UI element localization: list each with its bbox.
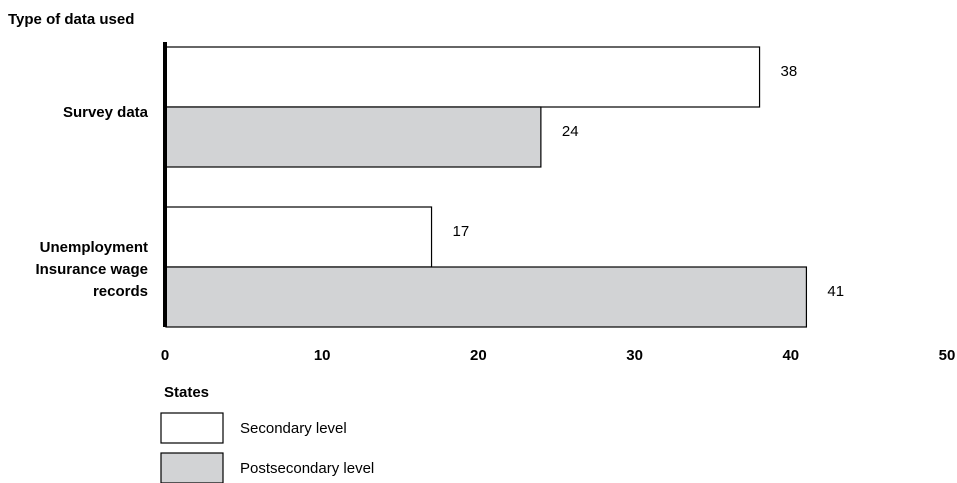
bar — [165, 46, 761, 108]
x-tick-label: 10 — [314, 347, 331, 364]
x-tick-label: 40 — [782, 347, 799, 364]
bar — [165, 106, 542, 168]
legend-swatch — [160, 452, 224, 483]
legend-swatch — [160, 412, 224, 444]
category-label: Insurance wage — [35, 261, 148, 278]
bars — [165, 46, 808, 328]
category-label: Survey data — [63, 104, 149, 121]
y-axis-title: Type of data used — [8, 11, 134, 28]
data-label: 17 — [453, 223, 470, 240]
data-label: 24 — [562, 123, 579, 140]
legend: Secondary level Postsecondary level — [160, 412, 374, 483]
data-label: 41 — [827, 283, 844, 300]
x-tick-label: 0 — [161, 347, 169, 364]
category-labels: Survey data Unemployment Insurance wage rec… — [35, 104, 148, 300]
legend-label: Postsecondary level — [240, 460, 374, 477]
x-tick-labels: 0 10 20 30 40 50 — [161, 347, 956, 364]
x-tick-label: 20 — [470, 347, 487, 364]
legend-label: Secondary level — [240, 420, 347, 437]
category-label: Unemployment — [40, 239, 148, 256]
x-tick-label: 50 — [939, 347, 956, 364]
value-labels: 38 24 17 41 — [453, 63, 845, 300]
x-tick-label: 30 — [626, 347, 643, 364]
category-label: records — [93, 283, 148, 300]
data-label: 38 — [781, 63, 798, 80]
bar — [165, 206, 433, 268]
legend-title: States — [164, 384, 209, 401]
bar — [165, 266, 808, 328]
